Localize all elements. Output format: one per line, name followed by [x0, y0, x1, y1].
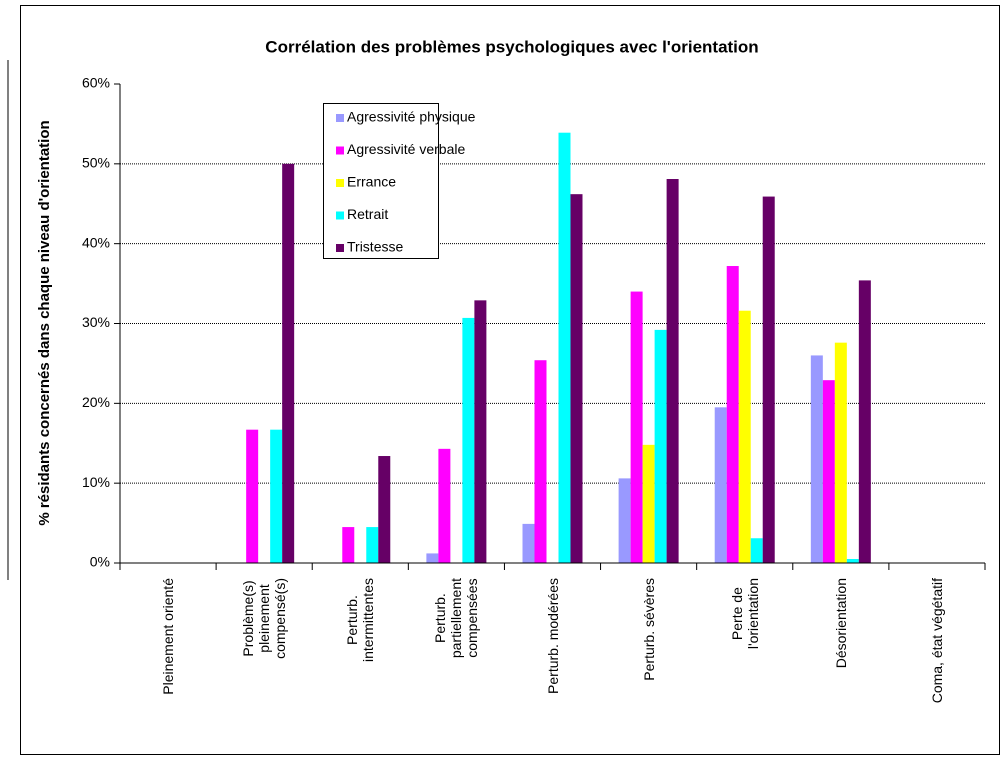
bar: [270, 429, 283, 563]
bar: [810, 355, 823, 563]
legend-swatch: [336, 146, 344, 155]
y-tick-label: 20%: [82, 394, 110, 410]
bar: [570, 194, 583, 564]
bar: [522, 523, 535, 563]
x-tick-label: Problème(s) pleinement compensé(s): [232, 578, 296, 758]
legend-label: Retrait: [347, 206, 388, 222]
x-tick-label: Perturb. partiellement compensées: [424, 578, 488, 758]
x-tick-label: Perturb. sévères: [617, 578, 681, 758]
bar: [654, 329, 667, 563]
x-tick-label: Perte de l'orientation: [713, 578, 777, 758]
legend-swatch: [336, 114, 344, 122]
legend-label: Tristesse: [347, 239, 403, 255]
bar: [366, 527, 379, 563]
x-tick-label: Perturb. intermittentes: [328, 578, 392, 758]
bar: [426, 553, 439, 563]
chart-title: Corrélation des problèmes psychologiques…: [265, 37, 758, 56]
bar: [642, 444, 655, 563]
bar: [534, 360, 547, 563]
legend-swatch: [336, 244, 344, 252]
y-axis-title: % résidants concernés dans chaque niveau…: [36, 120, 53, 525]
legend-swatch: [336, 179, 344, 187]
bar: [738, 310, 751, 563]
y-tick-label: 60%: [82, 75, 110, 91]
bar: [726, 266, 739, 563]
bar: [462, 317, 475, 563]
x-tick-text: Problème(s) pleinement compensé(s): [240, 578, 289, 659]
bar: [246, 429, 259, 563]
x-tick-label: Désorientation: [809, 578, 873, 758]
x-tick-text: Pleinement orienté: [160, 578, 177, 695]
y-tick-label: 10%: [82, 474, 110, 490]
bar: [750, 538, 763, 563]
x-tick-text: Perturb. intermittentes: [344, 578, 377, 663]
bar: [858, 280, 871, 563]
bar: [558, 132, 571, 563]
x-tick-text: Perte de l'orientation: [728, 578, 761, 650]
x-tick-text: Perturb. modérées: [544, 578, 561, 694]
legend-label: Agressivité physique: [347, 109, 476, 125]
x-tick-label: Perturb. modérées: [521, 578, 585, 758]
y-tick-label: 40%: [82, 234, 110, 250]
bar: [618, 478, 631, 563]
y-tick-label: 0%: [90, 554, 110, 570]
bar: [846, 559, 859, 563]
legend-label: Errance: [347, 174, 396, 190]
x-tick-label: Pleinement orienté: [136, 578, 200, 758]
x-tick-text: Désorientation: [832, 578, 849, 669]
y-tick-label: 30%: [82, 314, 110, 330]
bar: [834, 342, 847, 563]
bar: [630, 291, 643, 563]
x-tick-text: Coma, état végétatif: [928, 578, 945, 704]
bar: [378, 456, 391, 563]
x-tick-label: Coma, état végétatif: [905, 578, 969, 758]
bar: [438, 448, 451, 563]
bar: [282, 163, 295, 564]
bar: [762, 196, 775, 563]
bar: [342, 527, 355, 563]
x-tick-text: Perturb. partiellement compensées: [432, 578, 481, 659]
legend-swatch: [336, 211, 344, 220]
y-tick-label: 50%: [82, 155, 110, 171]
x-tick-text: Perturb. sévères: [640, 578, 657, 681]
bar: [666, 179, 679, 564]
bar: [714, 407, 727, 563]
legend-label: Agressivité verbale: [347, 141, 465, 157]
bar: [474, 300, 487, 563]
bar: [822, 380, 835, 563]
